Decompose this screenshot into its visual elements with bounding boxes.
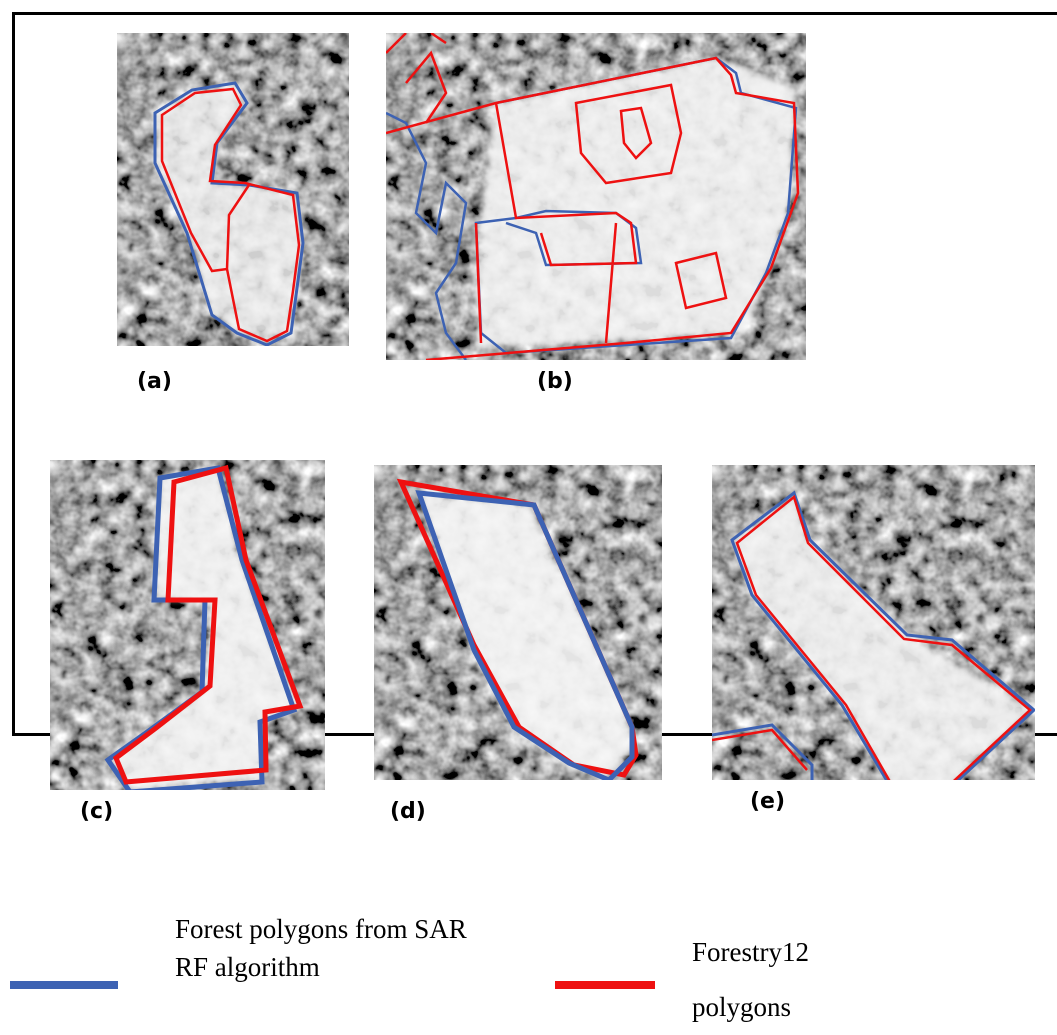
- panel-c-image: [50, 460, 325, 790]
- forestry-polygon: [160, 87, 301, 343]
- legend-swatch: [555, 981, 655, 989]
- bright-region: [155, 85, 302, 338]
- forestry-polygon: [386, 33, 800, 360]
- bright-region: [110, 468, 298, 790]
- forestry-polygon: [712, 494, 1032, 780]
- panel-a-image: [117, 33, 349, 346]
- panel-label: (d): [390, 799, 426, 824]
- panel-b-image: [386, 33, 806, 360]
- sar-polygon: [712, 490, 1035, 780]
- panel-label: (a): [137, 369, 172, 394]
- legend-text: Forest polygons from SAR RF algorithm: [175, 914, 467, 982]
- panel-d-image: [374, 465, 662, 780]
- panel-label: (c): [80, 799, 114, 824]
- panel-label: (e): [750, 789, 786, 814]
- sar-polygon: [415, 490, 635, 780]
- bright-region: [476, 58, 796, 348]
- bright-region: [419, 493, 632, 777]
- panel-label: (b): [537, 369, 573, 394]
- panel-e-image: [712, 465, 1035, 780]
- bright-region: [732, 493, 1032, 780]
- legend-text: Forestry12 polygons: [692, 937, 809, 1022]
- sar-polygon: [153, 81, 305, 346]
- legend-swatch: [10, 981, 118, 989]
- forestry-polygon: [112, 464, 304, 785]
